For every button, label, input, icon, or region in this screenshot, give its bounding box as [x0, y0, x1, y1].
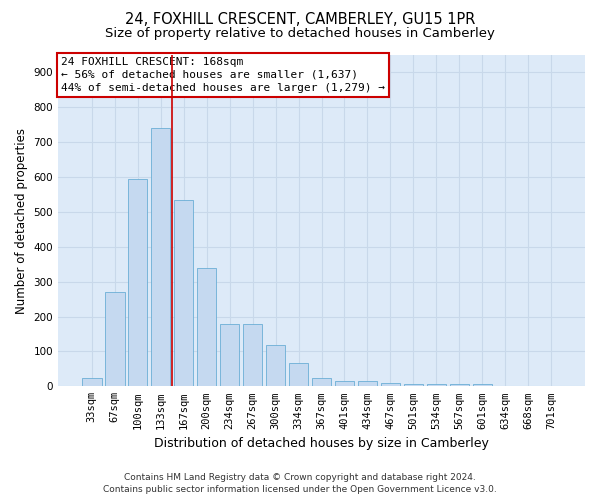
Y-axis label: Number of detached properties: Number of detached properties	[15, 128, 28, 314]
Bar	[151, 128, 170, 386]
Bar	[174, 200, 193, 386]
Bar	[427, 384, 446, 386]
Text: Size of property relative to detached houses in Camberley: Size of property relative to detached ho…	[105, 28, 495, 40]
Bar	[197, 268, 217, 386]
Bar	[82, 378, 101, 386]
Bar	[312, 378, 331, 386]
Bar	[266, 345, 286, 387]
Bar	[358, 381, 377, 386]
Text: 24 FOXHILL CRESCENT: 168sqm
← 56% of detached houses are smaller (1,637)
44% of : 24 FOXHILL CRESCENT: 168sqm ← 56% of det…	[61, 56, 385, 93]
Text: 24, FOXHILL CRESCENT, CAMBERLEY, GU15 1PR: 24, FOXHILL CRESCENT, CAMBERLEY, GU15 1P…	[125, 12, 475, 28]
Bar	[128, 179, 148, 386]
Bar	[404, 384, 423, 386]
X-axis label: Distribution of detached houses by size in Camberley: Distribution of detached houses by size …	[154, 437, 489, 450]
Text: Contains HM Land Registry data © Crown copyright and database right 2024.
Contai: Contains HM Land Registry data © Crown c…	[103, 472, 497, 494]
Bar	[335, 381, 354, 386]
Bar	[220, 324, 239, 386]
Bar	[243, 324, 262, 386]
Bar	[289, 362, 308, 386]
Bar	[473, 384, 492, 386]
Bar	[449, 384, 469, 386]
Bar	[380, 383, 400, 386]
Bar	[105, 292, 125, 386]
